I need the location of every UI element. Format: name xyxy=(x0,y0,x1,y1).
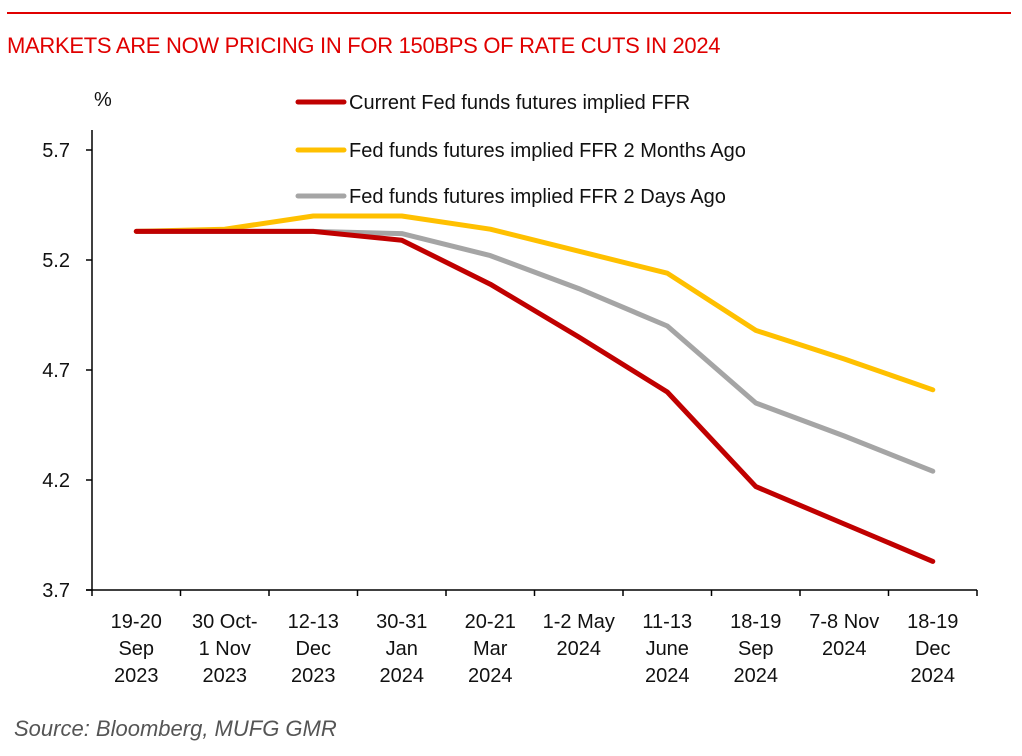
axes: 3.7 4.2 4.7 5.2 5.7 19-20 Sep 2023 30 Oct- 1 Nov 2… xyxy=(42,130,978,687)
x-tick-label-line: 2023 xyxy=(203,665,248,687)
x-tick-label: 20-21 Mar 2024 xyxy=(465,611,516,687)
legend-label: Fed funds futures implied FFR 2 Months A… xyxy=(349,140,746,162)
y-tick-label: 5.2 xyxy=(42,250,70,272)
x-tick-label-line: 11-13 xyxy=(642,611,692,633)
x-tick-label-line: 2023 xyxy=(114,665,159,687)
series-line-1 xyxy=(133,213,936,393)
x-tick-label-line: 2023 xyxy=(291,665,336,687)
x-tick-label-line: Mar xyxy=(473,638,508,660)
x-tick-label-line: 18-19 xyxy=(907,611,958,633)
x-tick-label-line: 1-2 May xyxy=(543,611,615,633)
x-tick-label-line: 19-20 xyxy=(111,611,162,633)
x-tick-label: 18-19 Sep 2024 xyxy=(730,611,781,687)
series-lines xyxy=(133,213,936,564)
chart-title: MARKETS ARE NOW PRICING IN FOR 150BPS OF… xyxy=(7,33,721,58)
x-tick-label-line: 2024 xyxy=(734,665,779,687)
x-tick-label-line: Dec xyxy=(295,638,331,660)
x-tick-label-line: Sep xyxy=(738,638,774,660)
x-tick-label-line: 2024 xyxy=(468,665,513,687)
y-tick-label: 4.7 xyxy=(42,360,70,382)
x-tick-label-line: 12-13 xyxy=(288,611,339,633)
y-tick-label: 4.2 xyxy=(42,470,70,492)
x-tick-label-line: 1 Nov xyxy=(199,638,251,660)
legend-label: Fed funds futures implied FFR 2 Days Ago xyxy=(349,186,726,208)
x-tick-label-line: 2024 xyxy=(645,665,690,687)
y-tick-label: 5.7 xyxy=(42,140,70,162)
series-line-0 xyxy=(133,228,936,564)
x-tick-label-line: June xyxy=(646,638,689,660)
x-tick-label-line: 20-21 xyxy=(465,611,516,633)
x-tick-label: 7-8 Nov 2024 xyxy=(809,611,879,660)
x-tick-label-line: 7-8 Nov xyxy=(809,611,879,633)
y-axis-label: % xyxy=(94,89,112,111)
x-tick-label: 18-19 Dec 2024 xyxy=(907,611,958,687)
x-tick-label-line: 30-31 xyxy=(376,611,427,633)
x-tick-label: 1-2 May 2024 xyxy=(543,611,615,660)
x-tick-label: 11-13 June 2024 xyxy=(642,611,692,687)
legend-label: Current Fed funds futures implied FFR xyxy=(349,92,690,114)
source-note: Source: Bloomberg, MUFG GMR xyxy=(14,716,337,741)
x-tick-label-line: Sep xyxy=(118,638,154,660)
x-tick-label-line: Dec xyxy=(915,638,951,660)
x-tick-label-line: Jan xyxy=(386,638,418,660)
x-tick-label-line: 18-19 xyxy=(730,611,781,633)
x-tick-label-line: 2024 xyxy=(911,665,956,687)
x-tick-label-line: 30 Oct- xyxy=(192,611,258,633)
x-tick-label-line: 2024 xyxy=(822,638,867,660)
x-tick-label-line: 2024 xyxy=(557,638,602,660)
top-rule xyxy=(7,12,1011,14)
y-tick-label: 3.7 xyxy=(42,580,70,602)
x-tick-label: 12-13 Dec 2023 xyxy=(288,611,339,687)
x-tick-label: 30 Oct- 1 Nov 2023 xyxy=(192,611,258,687)
x-tick-label: 19-20 Sep 2023 xyxy=(111,611,162,687)
x-tick-label-line: 2024 xyxy=(380,665,425,687)
x-tick-label: 30-31 Jan 2024 xyxy=(376,611,427,687)
legend: Current Fed funds futures implied FFR Fed… xyxy=(295,92,746,208)
